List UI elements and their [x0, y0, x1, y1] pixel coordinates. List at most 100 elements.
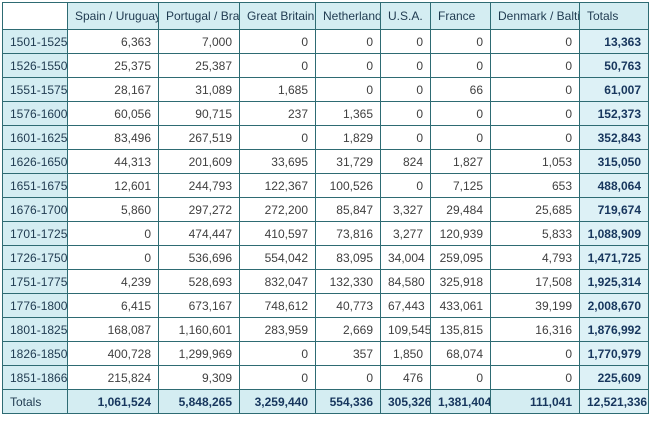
table-row: 1776-1800 6,415 673,167 748,612 40,773 67,443…: [2, 293, 649, 318]
value-cell: 536,696: [158, 245, 240, 270]
value-cell: 0: [490, 53, 580, 78]
row-total-cell: 50,763: [579, 53, 649, 78]
value-cell: 5,860: [67, 197, 159, 222]
column-header: France: [430, 2, 491, 30]
value-cell: 824: [380, 149, 431, 174]
value-cell: 1,685: [239, 77, 316, 102]
value-cell: 85,847: [315, 197, 381, 222]
value-cell: 7,000: [158, 29, 240, 54]
value-cell: 34,004: [380, 245, 431, 270]
period-label: 1826-1850: [2, 341, 68, 366]
period-label: 1751-1775: [2, 269, 68, 294]
value-cell: 0: [430, 125, 491, 150]
row-total-cell: 719,674: [579, 197, 649, 222]
value-cell: 100,526: [315, 173, 381, 198]
table-row: 1576-1600 60,056 90,715 237 1,365 0 0 0 152,373: [2, 101, 649, 126]
value-cell: 31,089: [158, 77, 240, 102]
column-header: Spain / Uruguay: [67, 2, 159, 30]
value-cell: 0: [430, 101, 491, 126]
value-cell: 68,074: [430, 341, 491, 366]
value-cell: 25,387: [158, 53, 240, 78]
value-cell: 6,363: [67, 29, 159, 54]
value-cell: 0: [315, 53, 381, 78]
value-cell: 0: [490, 365, 580, 390]
period-label: 1526-1550: [2, 53, 68, 78]
value-cell: 0: [380, 53, 431, 78]
row-total-cell: 1,770,979: [579, 341, 649, 366]
value-cell: 0: [315, 29, 381, 54]
column-header: Netherlands: [315, 2, 381, 30]
period-label: 1626-1650: [2, 149, 68, 174]
table-row: 1526-1550 25,375 25,387 0 0 0 0 0 50,763: [2, 53, 649, 78]
period-label: 1551-1575: [2, 77, 68, 102]
value-cell: 4,793: [490, 245, 580, 270]
value-cell: 7,125: [430, 173, 491, 198]
row-total-cell: 1,471,725: [579, 245, 649, 270]
value-cell: 1,827: [430, 149, 491, 174]
row-total-cell: 225,609: [579, 365, 649, 390]
value-cell: 832,047: [239, 269, 316, 294]
value-cell: 0: [490, 29, 580, 54]
value-cell: 215,824: [67, 365, 159, 390]
period-label: 1851-1866: [2, 365, 68, 390]
value-cell: 109,545: [380, 317, 431, 342]
value-cell: 66: [430, 77, 491, 102]
value-cell: 31,729: [315, 149, 381, 174]
column-total-cell: 3,259,440: [239, 389, 316, 414]
value-cell: 400,728: [67, 341, 159, 366]
value-cell: 40,773: [315, 293, 381, 318]
value-cell: 0: [315, 77, 381, 102]
column-total-cell: 5,848,265: [158, 389, 240, 414]
value-cell: 0: [239, 365, 316, 390]
period-label: 1776-1800: [2, 293, 68, 318]
corner-cell: [2, 2, 68, 30]
value-cell: 0: [239, 29, 316, 54]
value-cell: 28,167: [67, 77, 159, 102]
value-cell: 60,056: [67, 101, 159, 126]
value-cell: 748,612: [239, 293, 316, 318]
value-cell: 83,496: [67, 125, 159, 150]
row-total-cell: 352,843: [579, 125, 649, 150]
value-cell: 0: [380, 173, 431, 198]
value-cell: 17,508: [490, 269, 580, 294]
row-total-cell: 1,876,992: [579, 317, 649, 342]
table-row: 1701-1725 0 474,447 410,597 73,816 3,277 120,9…: [2, 221, 649, 246]
value-cell: 283,959: [239, 317, 316, 342]
column-total-cell: 554,336: [315, 389, 381, 414]
grand-total-cell: 12,521,336: [579, 389, 649, 414]
period-label: 1726-1750: [2, 245, 68, 270]
value-cell: 83,095: [315, 245, 381, 270]
column-total-cell: 111,041: [490, 389, 580, 414]
value-cell: 6,415: [67, 293, 159, 318]
column-header: U.S.A.: [380, 2, 431, 30]
row-total-cell: 315,050: [579, 149, 649, 174]
value-cell: 267,519: [158, 125, 240, 150]
value-cell: 168,087: [67, 317, 159, 342]
value-cell: 122,367: [239, 173, 316, 198]
value-cell: 3,327: [380, 197, 431, 222]
value-cell: 67,443: [380, 293, 431, 318]
value-cell: 120,939: [430, 221, 491, 246]
value-cell: 0: [490, 77, 580, 102]
footer-totals-label: Totals: [2, 389, 68, 414]
value-cell: 653: [490, 173, 580, 198]
row-total-cell: 488,064: [579, 173, 649, 198]
value-cell: 2,669: [315, 317, 381, 342]
row-total-cell: 152,373: [579, 101, 649, 126]
value-cell: 474,447: [158, 221, 240, 246]
value-cell: 9,309: [158, 365, 240, 390]
value-cell: 29,484: [430, 197, 491, 222]
value-cell: 1,365: [315, 101, 381, 126]
table-row: 1676-1700 5,860 297,272 272,200 85,847 3,327 2…: [2, 197, 649, 222]
value-cell: 39,199: [490, 293, 580, 318]
table-row: 1626-1650 44,313 201,609 33,695 31,729 824 1,8…: [2, 149, 649, 174]
value-cell: 554,042: [239, 245, 316, 270]
value-cell: 476: [380, 365, 431, 390]
totals-row: Totals 1,061,524 5,848,265 3,259,440 554,336…: [2, 389, 649, 414]
column-total-cell: 1,061,524: [67, 389, 159, 414]
value-cell: 5,833: [490, 221, 580, 246]
value-cell: 0: [490, 341, 580, 366]
table-row: 1551-1575 28,167 31,089 1,685 0 0 66 0 61,007: [2, 77, 649, 102]
period-label: 1501-1525: [2, 29, 68, 54]
